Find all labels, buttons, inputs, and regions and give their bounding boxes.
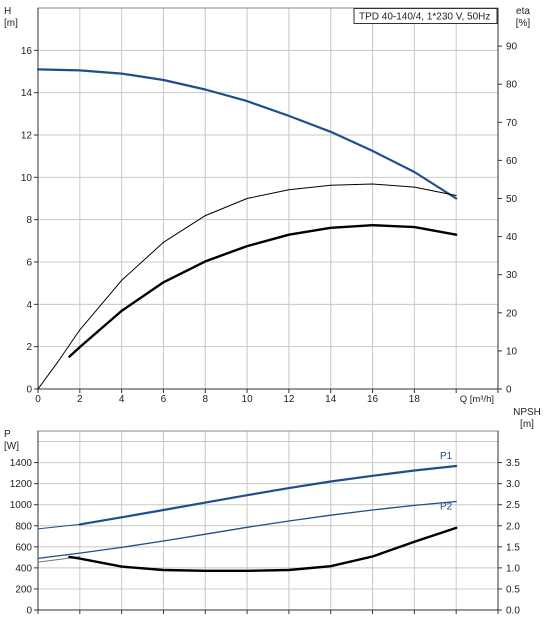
panel2-left-tick-label: 1200 — [10, 479, 33, 490]
panel2-left-tick-label: 200 — [15, 584, 32, 595]
panel1-x-tick-label: 0 — [35, 394, 41, 405]
panel1-right-tick-label: 30 — [506, 270, 518, 281]
panel1-x-tick-label: 8 — [202, 394, 208, 405]
panel1-x-tick-label: 12 — [283, 394, 295, 405]
panel2-right-tick-label: 0.5 — [506, 584, 520, 595]
panel2-right-tick-label: 2.5 — [506, 500, 520, 511]
panel1-plot-frame — [37, 7, 499, 390]
panel2-series-label-p1: P1 — [440, 451, 453, 462]
panel2-series-line-2 — [37, 523, 81, 530]
panel1-x-tick-label: 16 — [367, 394, 379, 405]
panel1-right-axis-title: eta — [516, 6, 530, 17]
panel2-right-tick-label: 3.0 — [506, 479, 520, 490]
panel2-right-tick-label: 3.5 — [506, 458, 520, 469]
panel1-right-tick-label: 90 — [506, 42, 518, 53]
panel2-right-axis-unit: [m] — [520, 419, 534, 430]
panel1-left-tick-label: 2 — [26, 342, 32, 353]
panel2-series-line-1 — [78, 464, 458, 526]
panel2-left-tick-label: 1000 — [10, 500, 33, 511]
panel2-left-tick-label: 600 — [15, 542, 32, 553]
panel1-right-tick-label: 40 — [506, 232, 518, 243]
panel1-chart-title: TPD 40-140/4, 1*230 V, 50Hz — [359, 12, 490, 23]
panel2-series-label-p2: P2 — [440, 502, 453, 513]
panel1-left-tick-label: 10 — [21, 173, 33, 184]
panel1-left-tick-label: 4 — [26, 300, 32, 311]
panel1-right-tick-label: 80 — [506, 80, 518, 91]
panel1-right-tick-label: 60 — [506, 156, 518, 167]
panel1-x-tick-label: 2 — [77, 394, 83, 405]
panel1-x-tick-label: 6 — [161, 394, 167, 405]
panel1-left-tick-label: 8 — [26, 215, 32, 226]
panel1-left-tick-label: 12 — [21, 131, 33, 142]
panel2-left-tick-label: 400 — [15, 563, 32, 574]
panel1-left-tick-label: 0 — [26, 385, 32, 396]
panel2-right-axis-title: NPSH — [513, 407, 541, 418]
panel1-right-tick-label: 10 — [506, 346, 518, 357]
panel1-left-tick-label: 14 — [21, 88, 33, 99]
panel1-x-tick-label: 14 — [325, 394, 337, 405]
panel1-right-axis-unit: [%] — [516, 18, 531, 29]
panel1-right-tick-label: 20 — [506, 308, 518, 319]
panel2-right-tick-label: 1.0 — [506, 563, 520, 574]
panel1-series-line-2 — [37, 183, 457, 390]
panel1-x-tick-label: 18 — [409, 394, 421, 405]
panel2-right-tick-label: 1.5 — [506, 542, 520, 553]
panel2-left-tick-label: 0 — [26, 606, 32, 617]
panel1-series-line-3 — [68, 224, 458, 358]
panel1-series-line-1 — [36, 68, 458, 200]
panel1-title-box — [353, 8, 498, 24]
panel2-right-tick-label: 2.0 — [506, 521, 520, 532]
panel1-x-tick-label: 10 — [242, 394, 254, 405]
panel2-left-axis-title: P — [4, 429, 11, 440]
panel1-left-axis-title: H — [4, 6, 11, 17]
panel1-left-tick-label: 6 — [26, 258, 32, 269]
panel1-x-axis-title: Q [m³/h] — [460, 394, 494, 405]
panel2-left-axis-unit: [W] — [4, 441, 19, 452]
panel1-x-tick-label: 4 — [119, 394, 125, 405]
panel2-right-tick-label: 0.0 — [506, 606, 520, 617]
panel1-right-tick-label: 0 — [506, 385, 512, 396]
panel1-right-tick-label: 70 — [506, 118, 518, 129]
panel2-left-tick-label: 1400 — [10, 458, 33, 469]
panel1-right-tick-label: 50 — [506, 194, 518, 205]
panel2-series-line-5 — [68, 526, 458, 572]
panel1-left-tick-label: 16 — [21, 46, 33, 57]
panel1-left-axis-unit: [m] — [4, 18, 18, 29]
panel2-series-line-3 — [37, 500, 457, 560]
panel2-left-tick-label: 800 — [15, 521, 32, 532]
